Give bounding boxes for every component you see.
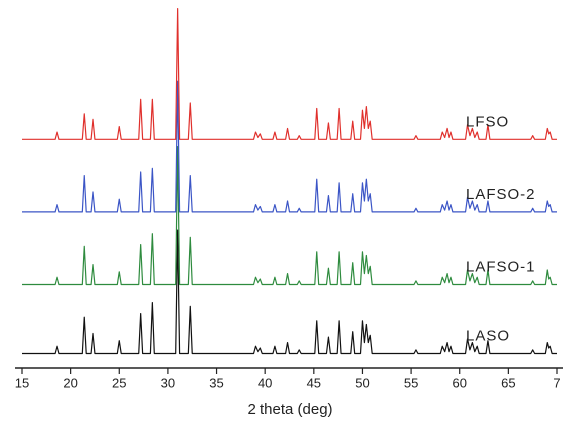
x-axis-title: 2 theta (deg): [247, 401, 332, 418]
x-tick-label: 45: [307, 375, 321, 390]
series-label: LAFSO-1: [466, 258, 536, 275]
x-tick-label: 60: [452, 375, 466, 390]
x-tick-label: 15: [15, 375, 29, 390]
x-tick-label: 40: [258, 375, 272, 390]
series-line: [22, 229, 557, 355]
x-tick-label: 35: [209, 375, 223, 390]
series-line: [22, 8, 557, 140]
x-tick-label: 55: [404, 375, 418, 390]
x-tick-label: 20: [63, 375, 77, 390]
series-line: [22, 145, 557, 286]
series-label: LASO: [466, 327, 510, 344]
series-line: [22, 80, 557, 213]
x-tick-label: 7: [553, 375, 560, 390]
x-tick-label: 30: [161, 375, 175, 390]
series-label: LFSO: [466, 113, 509, 130]
series-label: LAFSO-2: [466, 186, 536, 203]
x-tick-label: 65: [501, 375, 515, 390]
x-tick-label: 50: [355, 375, 369, 390]
x-tick-label: 25: [112, 375, 126, 390]
